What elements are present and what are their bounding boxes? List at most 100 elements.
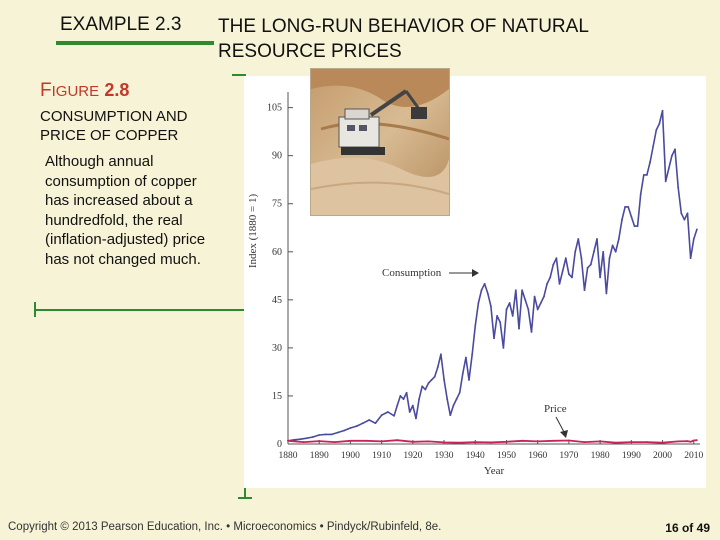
- data-point-consumption: [368, 419, 371, 421]
- data-point-consumption: [455, 398, 458, 401]
- data-point-price: [443, 441, 445, 444]
- x-tick-label: 2000: [653, 451, 672, 461]
- x-tick-label: 1880: [279, 451, 298, 461]
- copper-mine-photo: [310, 68, 450, 216]
- frame-line-foot: [238, 497, 252, 499]
- data-point-price: [695, 439, 698, 442]
- data-point-price: [427, 440, 430, 443]
- x-tick-label: 1980: [591, 451, 610, 461]
- y-tick-label: 60: [272, 247, 282, 258]
- data-point-consumption: [533, 295, 536, 298]
- series-line-price: [287, 439, 697, 444]
- data-point-consumption: [458, 391, 461, 394]
- y-axis-label: Index (1880 = 1): [247, 194, 259, 269]
- data-point-consumption: [411, 404, 414, 407]
- data-point-consumption: [461, 372, 464, 375]
- data-point-consumption: [677, 186, 680, 189]
- data-point-consumption: [627, 206, 630, 208]
- data-point-consumption: [483, 282, 486, 285]
- data-point-consumption: [355, 425, 358, 427]
- figure-label-rest: IGURE: [51, 83, 100, 100]
- example-label: EXAMPLE 2.3: [60, 14, 182, 35]
- data-point-consumption: [546, 282, 548, 285]
- data-point-consumption: [580, 257, 583, 260]
- data-point-price: [677, 440, 680, 443]
- data-point-price: [380, 440, 383, 443]
- data-point-consumption: [499, 321, 502, 324]
- data-point-consumption: [524, 298, 527, 301]
- data-point-consumption: [695, 228, 698, 231]
- data-point-price: [411, 440, 414, 443]
- data-point-price: [614, 441, 617, 444]
- data-point-consumption: [427, 382, 430, 385]
- data-point-consumption: [574, 250, 577, 253]
- data-point-consumption: [299, 438, 302, 441]
- x-tick-label: 1910: [372, 451, 391, 461]
- data-point-price: [505, 440, 508, 443]
- data-point-price: [489, 441, 492, 444]
- data-point-price: [396, 439, 399, 442]
- figure-label: FIGURE 2.8: [40, 80, 129, 102]
- data-point-consumption: [658, 122, 661, 125]
- data-point-consumption: [596, 238, 598, 240]
- page-number: 16 of 49: [665, 521, 710, 535]
- data-point-price: [318, 440, 321, 443]
- data-point-consumption: [639, 193, 642, 196]
- data-point-consumption: [630, 215, 633, 218]
- data-point-consumption: [293, 438, 296, 441]
- data-point-price: [583, 441, 586, 443]
- data-point-consumption: [686, 212, 689, 215]
- data-point-consumption: [337, 431, 339, 434]
- data-point-consumption: [349, 427, 352, 429]
- data-point-price: [689, 440, 692, 443]
- data-point-consumption: [680, 212, 683, 215]
- data-point-consumption: [586, 266, 589, 269]
- y-tick-label: 0: [277, 439, 282, 450]
- data-point-consumption: [577, 238, 580, 240]
- x-tick-label: 1890: [310, 451, 329, 461]
- data-point-consumption: [424, 388, 427, 391]
- figure-caption: Although annual consumption of copper ha…: [45, 153, 206, 268]
- example-underline: [56, 41, 214, 45]
- data-point-price: [661, 441, 664, 444]
- data-point-consumption: [564, 257, 567, 260]
- x-tick-label: 1960: [528, 451, 547, 461]
- figure-label-first: F: [40, 80, 52, 101]
- data-point-consumption: [552, 263, 555, 266]
- data-point-price: [458, 441, 461, 444]
- data-point-consumption: [421, 385, 424, 388]
- x-tick-label: 1930: [435, 451, 454, 461]
- data-point-consumption: [440, 353, 442, 356]
- data-point-consumption: [471, 353, 474, 356]
- data-point-consumption: [652, 145, 655, 147]
- data-point-consumption: [405, 391, 408, 394]
- data-point-consumption: [505, 308, 508, 311]
- data-point-consumption: [555, 257, 558, 260]
- data-point-price: [536, 440, 539, 443]
- data-point-consumption: [380, 414, 383, 417]
- data-point-consumption: [614, 250, 617, 253]
- data-point-consumption: [433, 375, 436, 378]
- x-axis-label: Year: [484, 465, 505, 477]
- data-point-consumption: [415, 417, 417, 420]
- data-point-consumption: [549, 276, 552, 279]
- data-point-price: [333, 441, 336, 443]
- data-point-consumption: [443, 379, 445, 381]
- data-point-consumption: [312, 436, 314, 438]
- data-point-consumption: [493, 337, 495, 340]
- data-point-price: [302, 441, 305, 443]
- data-point-consumption: [655, 129, 658, 131]
- y-tick-label: 30: [272, 343, 282, 354]
- data-point-price: [521, 439, 523, 442]
- data-point-consumption: [664, 180, 667, 183]
- x-tick-label: 1950: [497, 451, 516, 461]
- data-point-consumption: [633, 225, 636, 228]
- data-point-consumption: [592, 250, 595, 253]
- data-point-consumption: [305, 437, 308, 440]
- y-tick-label: 75: [272, 199, 282, 210]
- frame-line-tick: [34, 302, 36, 317]
- data-point-consumption: [418, 398, 420, 401]
- data-point-consumption: [536, 308, 539, 311]
- data-point-consumption: [496, 314, 499, 317]
- data-point-consumption: [436, 366, 439, 369]
